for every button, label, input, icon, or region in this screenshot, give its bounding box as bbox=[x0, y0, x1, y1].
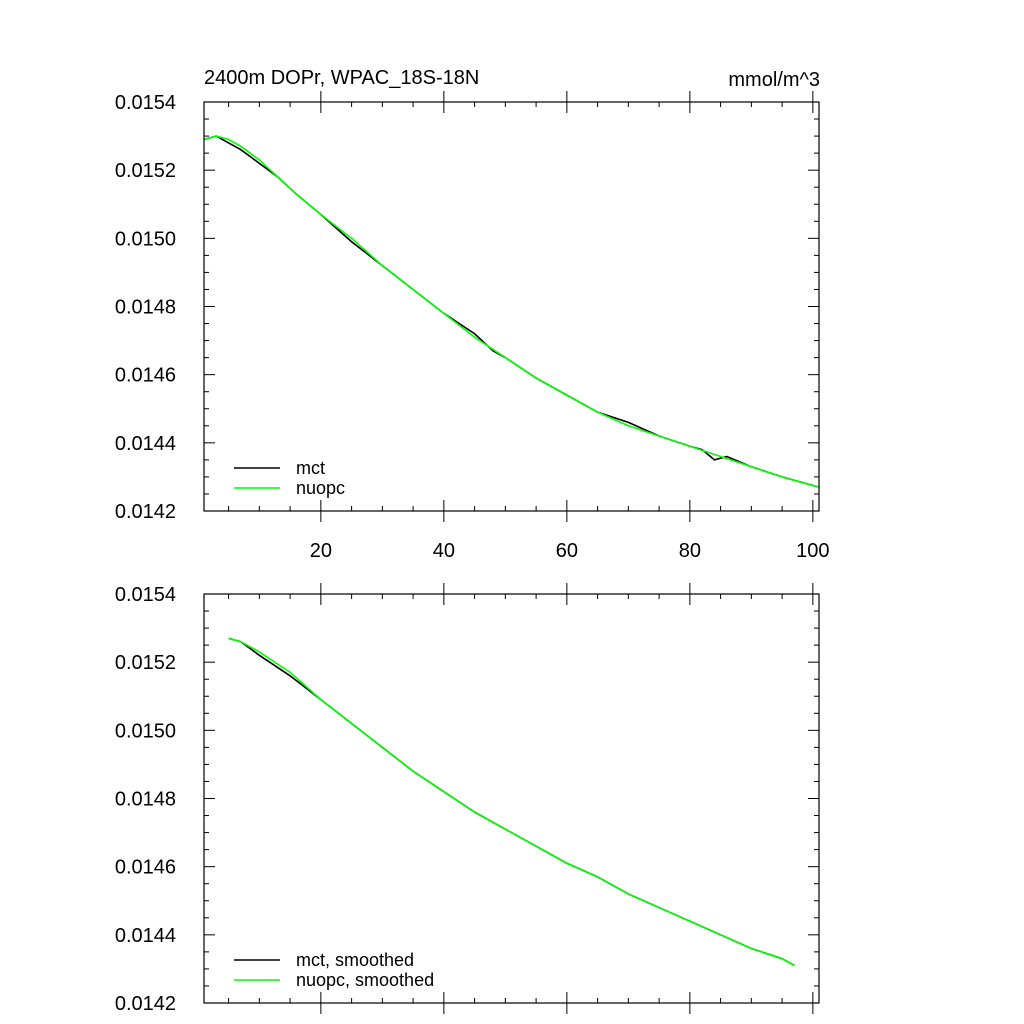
bottom-panel-marks: 0.0142 0.0144 0.0146 0.0148 0.0150 0.0152 0.01… bbox=[115, 583, 819, 1015]
top-xtick-label: 20 bbox=[310, 540, 332, 562]
top-xtick-label: 80 bbox=[679, 540, 701, 562]
top-legend-label: nuopc bbox=[296, 478, 345, 498]
bottom-ytick-label: 0.0152 bbox=[115, 652, 176, 674]
bottom-ytick-label: 0.0154 bbox=[115, 584, 176, 606]
panel-title: 2400m DOPr, WPAC_18S-18N bbox=[204, 67, 479, 89]
units-label: mmol/m^3 bbox=[728, 69, 820, 91]
bottom-series-line-nuopc bbox=[228, 637, 795, 967]
top-ytick-label: 0.0154 bbox=[115, 92, 176, 114]
top-xtick-label: 40 bbox=[433, 540, 455, 562]
top-ytick-label: 0.0146 bbox=[115, 365, 176, 387]
bottom-panel: 0.0142 0.0144 0.0146 0.0148 0.0150 0.0152 0.01… bbox=[115, 583, 820, 1015]
top-ytick-label: 0.0144 bbox=[115, 433, 176, 455]
top-xtick-label: 100 bbox=[796, 540, 829, 562]
top-series-line-mct bbox=[203, 135, 820, 488]
top-series-line-nuopc bbox=[203, 135, 820, 488]
bottom-legend-label: nuopc, smoothed bbox=[296, 970, 434, 990]
top-ytick-label: 0.0142 bbox=[115, 501, 176, 523]
top-panel: 2400m DOPr, WPAC_18S-18N mmol/m^3 0.0142… bbox=[115, 67, 830, 562]
top-plot-frame bbox=[203, 101, 820, 512]
bottom-ytick-label: 0.0150 bbox=[115, 720, 176, 742]
bottom-ytick-label: 0.0142 bbox=[115, 993, 176, 1015]
bottom-ytick-label: 0.0148 bbox=[115, 789, 176, 811]
top-legend-label: mct bbox=[296, 458, 325, 478]
bottom-legend-label: mct, smoothed bbox=[296, 950, 414, 970]
bottom-ytick-label: 0.0144 bbox=[115, 925, 176, 947]
bottom-ytick-label: 0.0146 bbox=[115, 857, 176, 879]
bottom-plot-frame bbox=[203, 593, 820, 1004]
top-ytick-label: 0.0150 bbox=[115, 228, 176, 250]
top-ytick-label: 0.0148 bbox=[115, 297, 176, 319]
top-xtick-label: 60 bbox=[556, 540, 578, 562]
top-ytick-label: 0.0152 bbox=[115, 160, 176, 182]
top-panel-marks: 0.0142 0.0144 0.0146 0.0148 0.0150 0.0152 0.01… bbox=[115, 91, 830, 562]
